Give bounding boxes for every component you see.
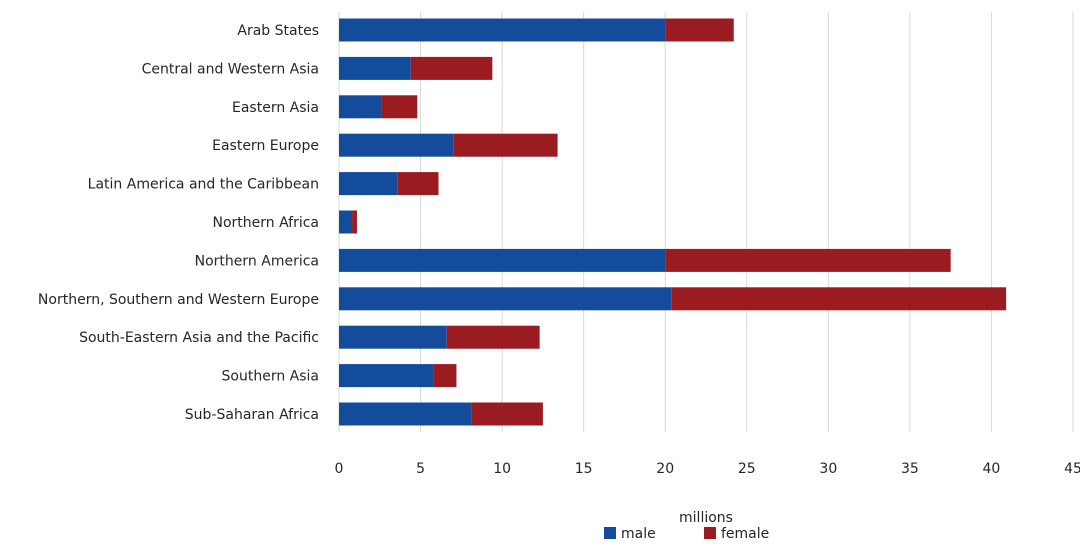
bar-male bbox=[339, 95, 382, 119]
x-tick-label: 5 bbox=[416, 461, 425, 477]
bar-female bbox=[433, 364, 457, 388]
bar-female bbox=[453, 133, 558, 157]
legend-label: female bbox=[721, 526, 769, 542]
bar-female bbox=[665, 18, 734, 42]
x-tick-label: 40 bbox=[983, 461, 1001, 477]
category-label: Northern America bbox=[195, 253, 319, 269]
bar-male bbox=[339, 325, 447, 349]
x-tick-label: 35 bbox=[901, 461, 919, 477]
bar-male bbox=[339, 210, 353, 234]
legend: male female bbox=[604, 526, 769, 542]
bar-male bbox=[339, 402, 472, 426]
bar-male bbox=[339, 56, 411, 80]
x-tick-label: 30 bbox=[819, 461, 837, 477]
category-label: South-Eastern Asia and the Pacific bbox=[79, 330, 319, 346]
bar-female bbox=[352, 210, 357, 234]
x-tick-label: 20 bbox=[656, 461, 674, 477]
category-label: Arab States bbox=[237, 23, 319, 39]
x-tick-label: 45 bbox=[1064, 461, 1080, 477]
category-label: Southern Asia bbox=[222, 369, 319, 385]
bar-male bbox=[339, 133, 454, 157]
category-labels: Arab States Central and Western Asia Easte… bbox=[38, 23, 319, 423]
bar-female bbox=[397, 172, 439, 196]
bar-female bbox=[446, 325, 540, 349]
x-tick-label: 0 bbox=[335, 461, 344, 477]
legend-swatch-male bbox=[604, 527, 616, 539]
category-label: Eastern Asia bbox=[232, 100, 319, 116]
x-tick-label: 10 bbox=[493, 461, 511, 477]
x-tick-labels: 0 5 10 15 20 25 30 35 40 45 bbox=[335, 461, 1080, 477]
legend-swatch-female bbox=[704, 527, 716, 539]
category-label: Northern, Southern and Western Europe bbox=[38, 292, 319, 308]
legend-label: male bbox=[621, 526, 656, 542]
bar-female bbox=[665, 248, 951, 272]
bar-female bbox=[410, 56, 493, 80]
bar-female bbox=[471, 402, 543, 426]
bar-male bbox=[339, 18, 666, 42]
category-label: Eastern Europe bbox=[212, 138, 319, 154]
x-axis-title: millions bbox=[679, 510, 733, 526]
category-label: Latin America and the Caribbean bbox=[88, 177, 319, 193]
category-label: Sub-Saharan Africa bbox=[185, 407, 319, 423]
bar-male bbox=[339, 287, 672, 311]
x-tick-label: 15 bbox=[575, 461, 593, 477]
gridlines bbox=[338, 12, 1074, 432]
bar-male bbox=[339, 248, 666, 272]
bar-male bbox=[339, 364, 434, 388]
bars bbox=[339, 18, 1007, 426]
bar-male bbox=[339, 172, 398, 196]
category-label: Central and Western Asia bbox=[142, 61, 319, 77]
bar-female bbox=[381, 95, 418, 119]
category-label: Northern Africa bbox=[212, 215, 319, 231]
bar-female bbox=[671, 287, 1007, 311]
x-tick-label: 25 bbox=[738, 461, 756, 477]
